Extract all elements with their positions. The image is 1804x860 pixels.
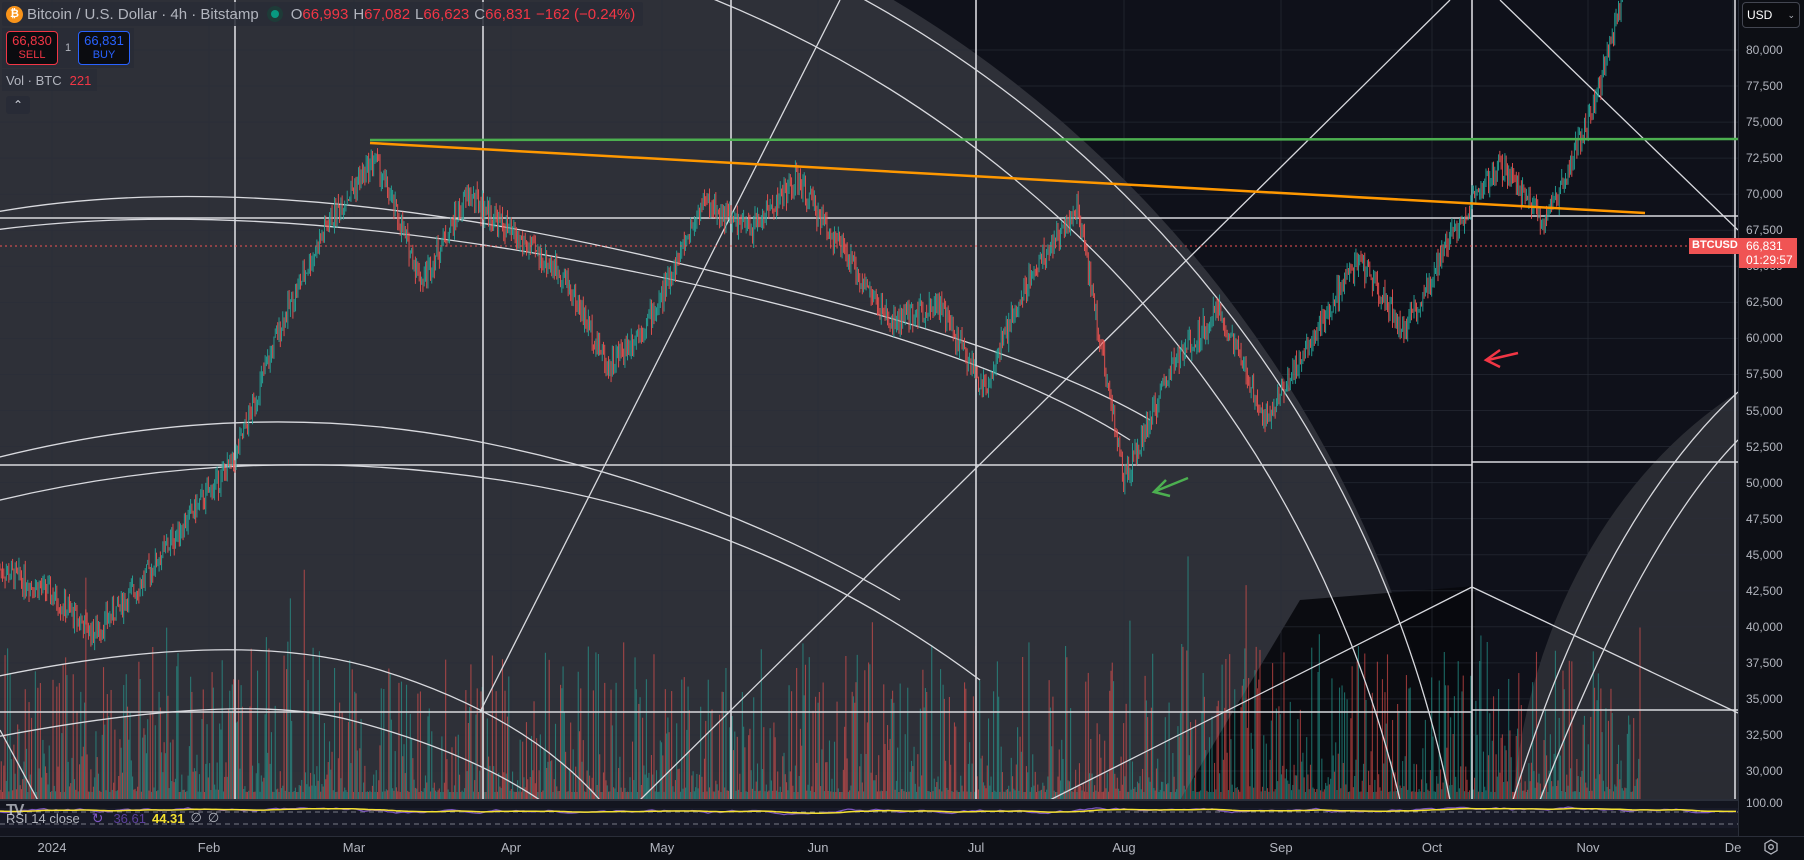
rsi-ma-value: 44.31	[151, 810, 185, 826]
volume-value: 221	[69, 72, 92, 88]
price-axis[interactable]	[1738, 0, 1804, 836]
price-tick: 37,500	[1746, 655, 1783, 670]
time-tick: Mar	[342, 840, 366, 855]
chevron-down-icon: ⌄	[1787, 9, 1795, 20]
symbol-title[interactable]: Bitcoin / U.S. Dollar · 4h · Bitstamp	[27, 5, 259, 23]
order-quantity[interactable]: 1	[64, 42, 72, 54]
trendline-orange[interactable]	[369, 141, 1646, 215]
price-tick: 32,500	[1746, 727, 1783, 742]
price-tick: 67,500	[1746, 223, 1783, 238]
gann-arc-fill	[0, 0, 1450, 800]
collapse-legend-button[interactable]: ⌃	[6, 96, 30, 114]
sell-price: 66,830	[12, 33, 52, 48]
chevron-up-icon: ⌃	[12, 98, 24, 112]
sell-button[interactable]: 66,830 SELL	[6, 31, 58, 65]
green-arrow-icon[interactable]	[1151, 476, 1189, 498]
last-price-value: 66,831	[1746, 239, 1783, 253]
currency-value: USD	[1747, 8, 1773, 22]
buy-label: BUY	[92, 49, 116, 61]
time-tick: Apr	[500, 840, 522, 855]
time-tick: De	[1724, 840, 1742, 855]
low-label: L	[415, 5, 424, 23]
change-value: −162 (−0.24%)	[536, 5, 636, 23]
time-tick: Feb	[197, 840, 221, 855]
trade-panel: 66,830 SELL 1 66,831 BUY	[2, 28, 134, 68]
price-tick: 47,500	[1746, 511, 1783, 526]
market-status-icon[interactable]	[266, 6, 283, 22]
horizontal-line-green[interactable]	[369, 137, 1738, 142]
volume-label: Vol · BTC	[6, 72, 62, 88]
price-tick: 45,000	[1746, 547, 1783, 562]
open-label: O	[290, 5, 303, 23]
high-value: 67,082	[364, 5, 411, 23]
rsi-name: RSI 14 close	[6, 810, 80, 826]
price-tick: 57,500	[1746, 367, 1783, 382]
rsi-band	[0, 808, 1738, 828]
time-tick: May	[649, 840, 675, 855]
price-tick: 35,000	[1746, 691, 1783, 706]
price-tick: 42,500	[1746, 583, 1783, 598]
symbol-badge: BTCUSD	[1689, 238, 1741, 254]
price-tick: 80,000	[1746, 43, 1783, 57]
bitcoin-icon: ₿	[6, 5, 23, 23]
price-tick: 75,000	[1746, 115, 1783, 130]
open-value: 66,993	[302, 5, 349, 23]
grid-lines	[0, 0, 1738, 800]
price-tick: 40,000	[1746, 619, 1783, 634]
time-axis[interactable]	[0, 836, 1804, 860]
rsi-value-b: ∅	[207, 810, 220, 825]
price-tick: 77,500	[1746, 79, 1783, 94]
price-tick: 52,500	[1746, 439, 1783, 454]
gann-drawings[interactable]	[0, 0, 1738, 836]
time-tick: Aug	[1112, 840, 1136, 855]
buy-button[interactable]: 66,831 BUY	[78, 31, 130, 65]
buy-price: 66,831	[84, 33, 124, 48]
price-tick: 55,000	[1746, 403, 1783, 418]
rsi-ma-line	[0, 807, 1736, 814]
bar-countdown: 01:29:57	[1746, 253, 1793, 267]
currency-select[interactable]: USD ⌄	[1742, 2, 1800, 28]
candlestick-series[interactable]	[0, 0, 1640, 651]
rsi-legend[interactable]: RSI 14 close ↻ 36.61 44.31 ∅ ∅	[0, 808, 219, 828]
low-value: 66,623	[423, 5, 470, 23]
time-tick: Jun	[807, 840, 829, 855]
high-label: H	[353, 5, 365, 23]
red-arrow-icon[interactable]	[1483, 348, 1519, 369]
close-value: 66,831	[485, 5, 532, 23]
price-tick: 30,000	[1746, 764, 1783, 778]
time-tick: 2024	[37, 840, 67, 855]
price-tick: 72,500	[1746, 151, 1783, 166]
price-chart-canvas[interactable]	[0, 0, 1738, 836]
rsi-value-a: ∅	[190, 810, 202, 825]
time-tick: Oct	[1421, 840, 1443, 855]
rsi-axis-label: 100.00	[1746, 796, 1783, 810]
settings-gear-icon[interactable]	[1762, 838, 1784, 858]
volume-bars	[0, 556, 1641, 800]
sell-label: SELL	[18, 49, 46, 61]
price-tick: 70,000	[1746, 187, 1783, 202]
volume-legend[interactable]: Vol · BTC 221	[2, 69, 98, 91]
rsi-value: 36.61	[113, 810, 146, 826]
dark-triangle	[1180, 586, 1475, 800]
time-tick: Sep	[1269, 840, 1293, 855]
close-label: C	[474, 5, 486, 23]
symbol-legend[interactable]: ₿ Bitcoin / U.S. Dollar · 4h · Bitstamp …	[2, 2, 644, 26]
time-tick: Nov	[1576, 840, 1600, 855]
price-tick: 62,500	[1746, 295, 1783, 310]
price-tick: 60,000	[1746, 331, 1783, 346]
last-price-badge: 66,831 01:29:57	[1739, 238, 1797, 268]
user-drawings[interactable]	[0, 137, 1738, 498]
time-tick: Jul	[967, 840, 985, 855]
price-tick: 50,000	[1746, 475, 1783, 490]
tradingview-logo-icon[interactable]: TV	[6, 802, 25, 819]
loading-icon: ↻	[91, 809, 104, 826]
